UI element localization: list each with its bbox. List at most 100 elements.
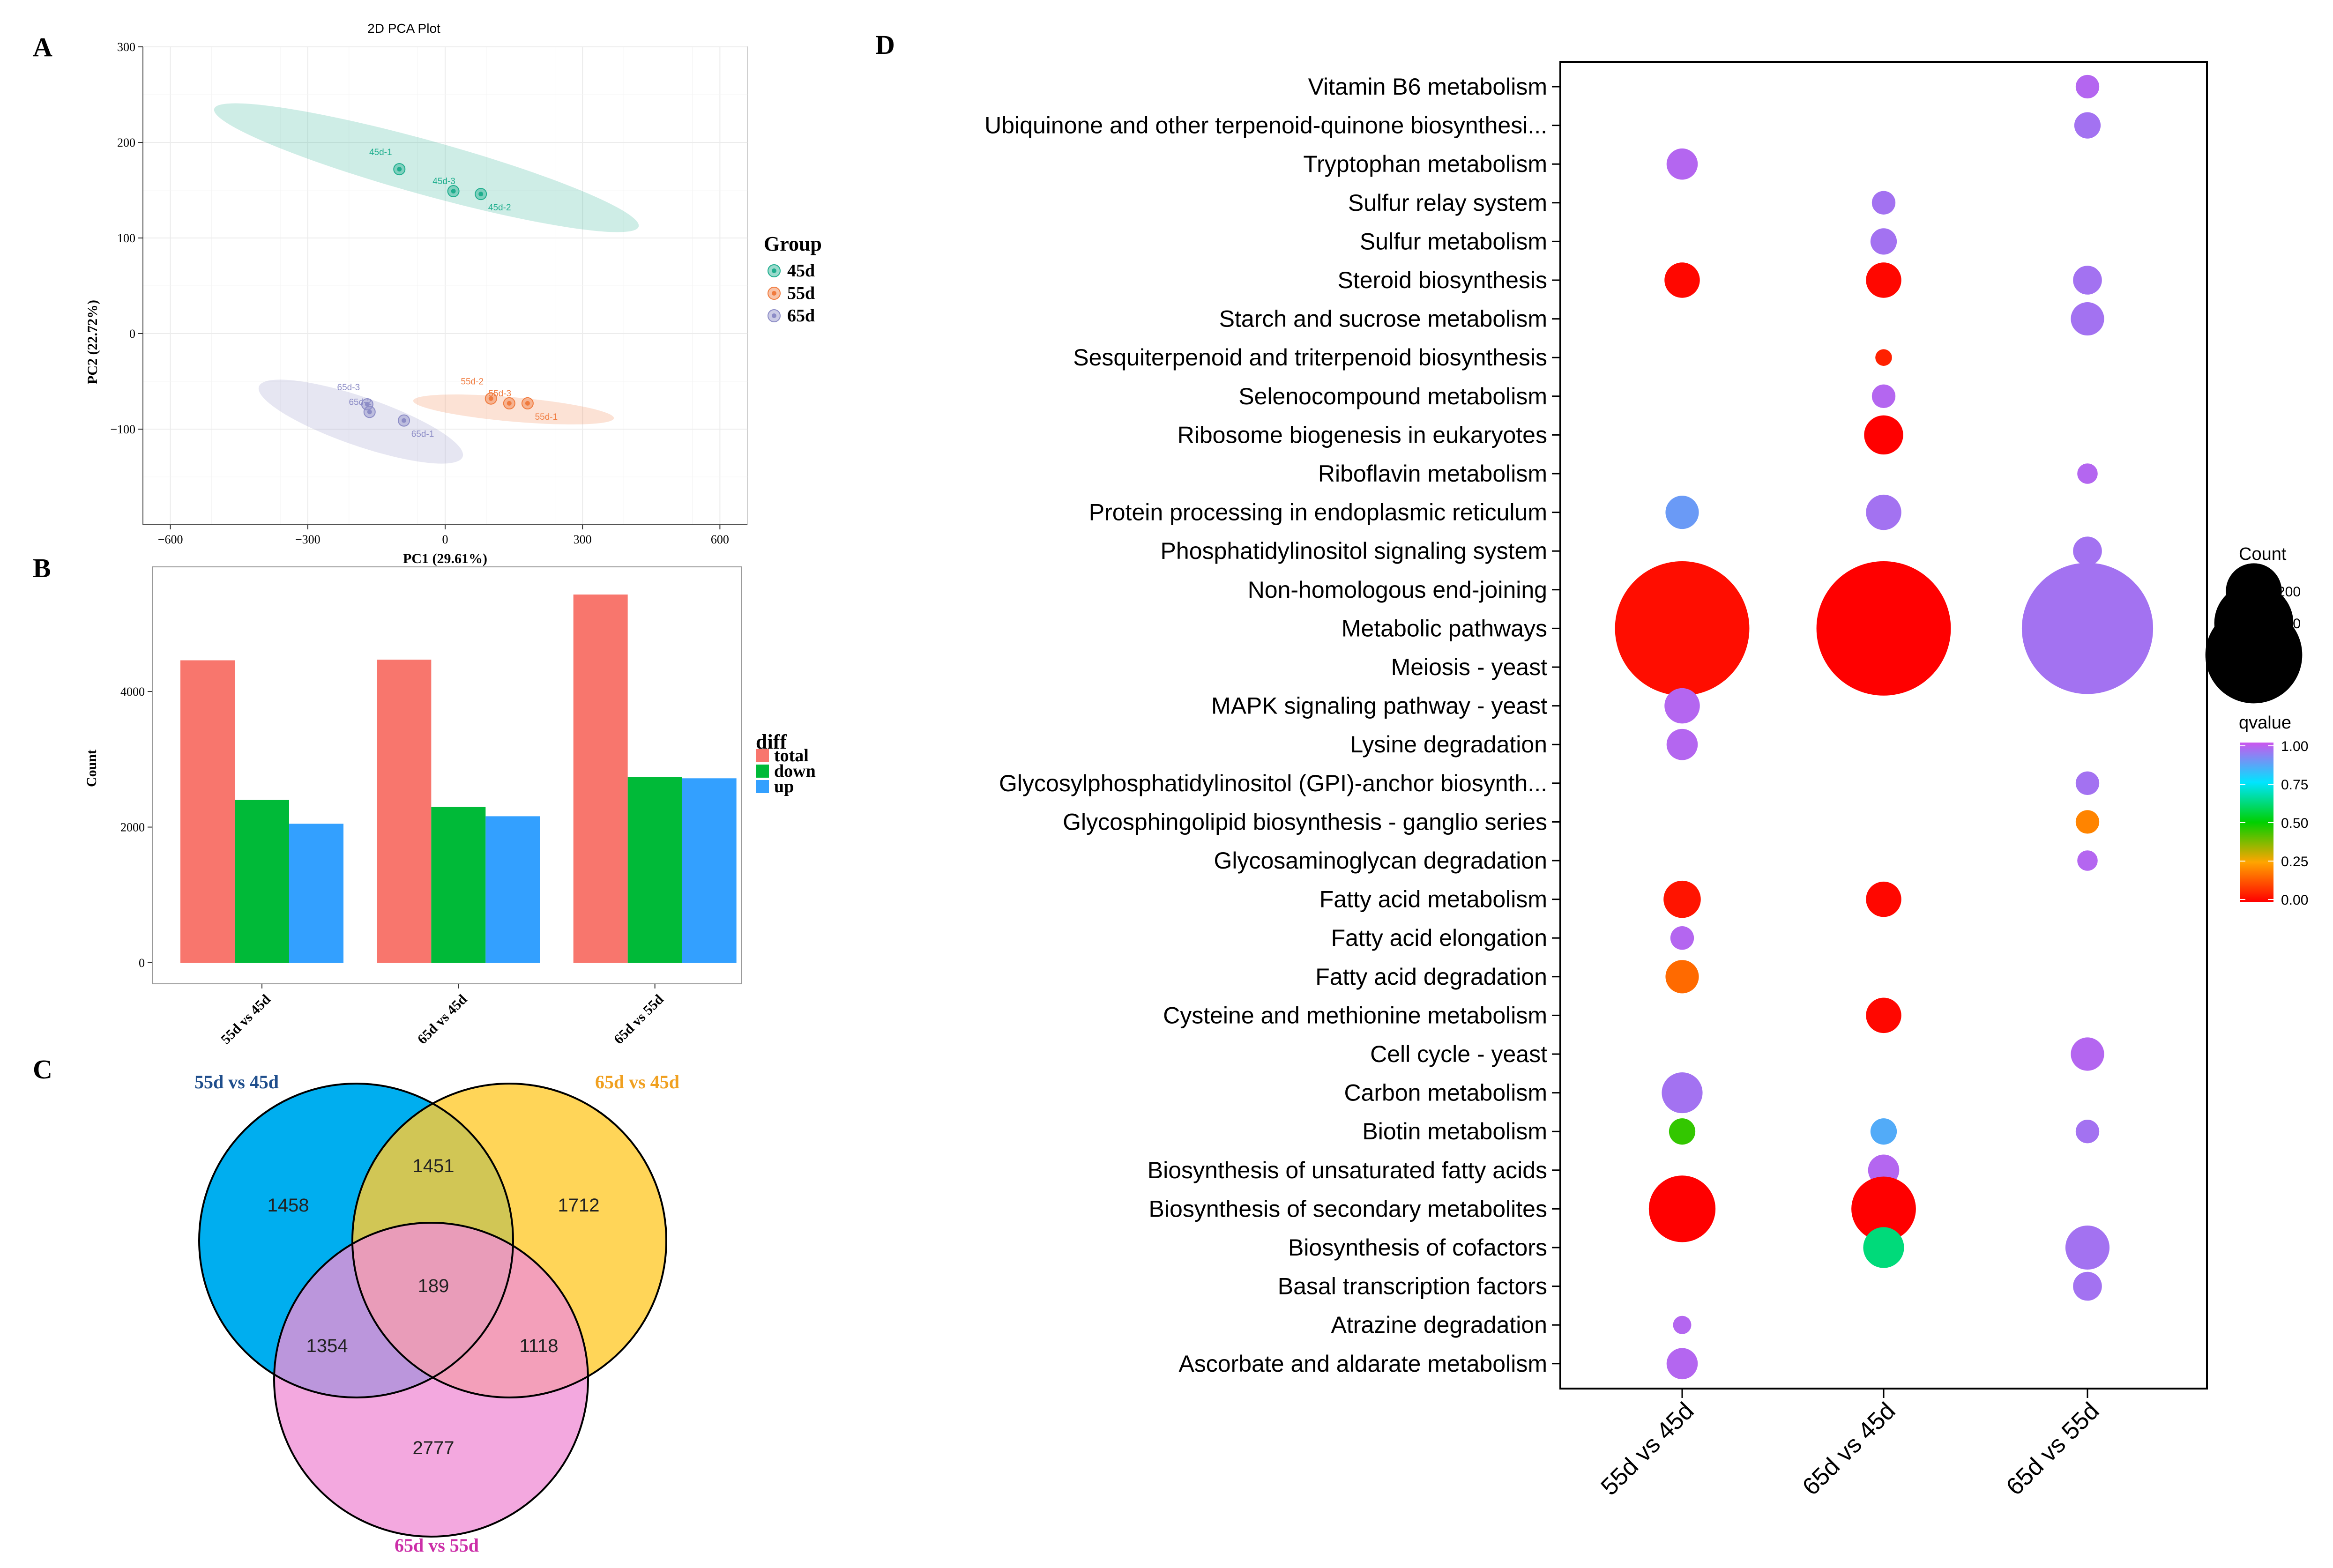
q-legend-tick-label: 1.00 xyxy=(2281,739,2308,754)
kegg-pathway-label: Cell cycle - yeast xyxy=(1370,1041,1547,1067)
bar-x-tick-label: 55d vs 45d xyxy=(218,991,274,1047)
kegg-pathway-label: Glycosaminoglycan degradation xyxy=(1214,847,1547,874)
pca-x-tick-label: 0 xyxy=(442,533,448,546)
kegg-pathway-label: Phosphatidylinositol signaling system xyxy=(1161,538,1547,564)
pca-x-tick-label: −600 xyxy=(158,533,183,546)
kegg-point xyxy=(1863,1227,1904,1268)
kegg-pathway-label: Ascorbate and aldarate metabolism xyxy=(1178,1351,1547,1377)
pca-xlabel: PC1 (29.61%) xyxy=(403,551,487,566)
kegg-pathway-label: Atrazine degradation xyxy=(1331,1312,1547,1338)
kegg-point xyxy=(2021,563,2154,694)
kegg-x-tick-label: 55d vs 45d xyxy=(1596,1397,1699,1501)
bar-x-tick-label: 65d vs 55d xyxy=(611,991,667,1047)
kegg-point xyxy=(1664,688,1700,724)
venn-region-ab: 1451 xyxy=(413,1156,455,1176)
kegg-point xyxy=(1871,384,1896,408)
kegg-pathway-label: Steroid biosynthesis xyxy=(1338,267,1547,293)
kegg-point xyxy=(1666,148,1698,180)
pca-point-core-55d-2 xyxy=(488,396,493,401)
pca-point-label: 55d-3 xyxy=(489,389,512,399)
pca-point-label: 55d-2 xyxy=(461,377,484,387)
venn-region-bc: 1118 xyxy=(519,1336,558,1356)
pca-point-core-65d-2 xyxy=(367,409,372,415)
pca-ellipse-45d xyxy=(214,103,639,232)
bar-legend-swatch-up xyxy=(756,780,769,793)
bar-legend-swatch-total xyxy=(756,749,769,762)
kegg-point xyxy=(1648,1175,1716,1242)
kegg-point xyxy=(2075,74,2100,99)
bar-down-0 xyxy=(235,800,289,963)
pca-legend-label: 55d xyxy=(787,283,815,303)
kegg-pathway-label: Fatty acid degradation xyxy=(1315,964,1547,990)
panel-b-letter: B xyxy=(33,553,51,583)
kegg-point xyxy=(2075,1120,2100,1144)
venn-outline-b xyxy=(351,1083,667,1398)
pca-grid xyxy=(142,46,747,525)
kegg-qvalue-legend: qvalue 1.00 0.75 0.50 0.25 0.00 xyxy=(2239,713,2308,908)
venn-title-a: 55d vs 45d xyxy=(194,1071,279,1092)
kegg-point xyxy=(1866,262,1901,298)
kegg-point xyxy=(1866,881,1901,917)
kegg-pathway-label: Cysteine and methionine metabolism xyxy=(1163,1002,1547,1028)
kegg-point xyxy=(1662,1072,1703,1114)
kegg-point xyxy=(1875,349,1892,366)
bar-up-1 xyxy=(485,816,540,963)
pca-y-tick-label: 0 xyxy=(129,327,135,341)
kegg-point xyxy=(2074,112,2101,139)
pca-x-tick-label: 600 xyxy=(711,533,729,546)
pca-legend-label: 45d xyxy=(787,261,815,281)
pca-axes: −600 −300 0 300 600 300 200 100 0 −100 xyxy=(110,40,747,546)
kegg-point xyxy=(1666,728,1698,760)
pca-ellipse-65d xyxy=(258,379,463,464)
count-legend-label: 600 xyxy=(2277,648,2301,663)
kegg-x-tick-label: 65d vs 45d xyxy=(1797,1397,1901,1501)
bar-legend-label: total xyxy=(774,746,809,765)
bar-y-tick-label: 4000 xyxy=(120,685,145,699)
kegg-point xyxy=(2073,266,2102,295)
q-legend-tick-label: 0.50 xyxy=(2281,816,2308,831)
kegg-pathway-labels: Vitamin B6 metabolism Ubiquinone and othe… xyxy=(984,74,1560,1377)
panel-a-letter: A xyxy=(33,32,52,62)
pca-point-label: 65d-2 xyxy=(349,397,372,407)
kegg-pathway-label: Meiosis - yeast xyxy=(1391,654,1548,680)
bar-ylabel: Count xyxy=(84,750,99,787)
kegg-point xyxy=(1866,997,1901,1033)
kegg-pathway-label: Ubiquinone and other terpenoid-quinone b… xyxy=(984,112,1547,139)
venn-region-ac: 1354 xyxy=(306,1336,348,1356)
kegg-pathway-label: Carbon metabolism xyxy=(1344,1080,1547,1106)
pca-ellipses xyxy=(214,103,639,464)
bar-down-2 xyxy=(627,777,682,963)
kegg-point xyxy=(1673,1315,1692,1334)
kegg-point xyxy=(2065,1225,2110,1270)
kegg-point xyxy=(1816,561,1951,696)
venn-region-b-only: 1712 xyxy=(558,1195,600,1216)
panel-d-letter: D xyxy=(875,30,895,60)
kegg-point xyxy=(1666,1348,1698,1380)
kegg-xaxis: 55d vs 45d 65d vs 45d 65d vs 55d xyxy=(1596,1389,2104,1501)
bar-x-tick-label: 65d vs 45d xyxy=(414,991,470,1047)
bar-marks xyxy=(180,595,737,963)
venn-region-abc: 189 xyxy=(418,1276,449,1296)
kegg-point xyxy=(2071,302,2104,336)
bar-total-0 xyxy=(180,660,235,963)
pca-legend-title: Group xyxy=(764,232,822,255)
q-legend-tick-label: 0.00 xyxy=(2281,892,2308,908)
kegg-pathway-label: Vitamin B6 metabolism xyxy=(1308,74,1547,100)
venn-region-c-only: 2777 xyxy=(413,1438,455,1458)
pca-ylabel: PC2 (22.72%) xyxy=(85,300,100,384)
count-legend-title: Count xyxy=(2239,544,2287,564)
kegg-pathway-label: Tryptophan metabolism xyxy=(1303,151,1547,177)
venn-title-b: 65d vs 45d xyxy=(595,1071,679,1092)
kegg-point xyxy=(2075,810,2100,834)
pca-point-core-55d-3 xyxy=(507,401,512,406)
bar-y-tick-label: 0 xyxy=(139,956,145,970)
kegg-pathway-label: Fatty acid metabolism xyxy=(1319,886,1547,913)
bar-legend-label: up xyxy=(774,777,794,796)
kegg-pathway-label: Sulfur metabolism xyxy=(1360,228,1547,254)
bar-down-1 xyxy=(431,807,486,963)
pca-point-core-65d-3 xyxy=(365,401,370,407)
kegg-pathway-label: Biosynthesis of unsaturated fatty acids xyxy=(1148,1157,1547,1183)
kegg-point xyxy=(1665,960,1699,994)
kegg-pathway-label: Biosynthesis of cofactors xyxy=(1288,1234,1547,1261)
